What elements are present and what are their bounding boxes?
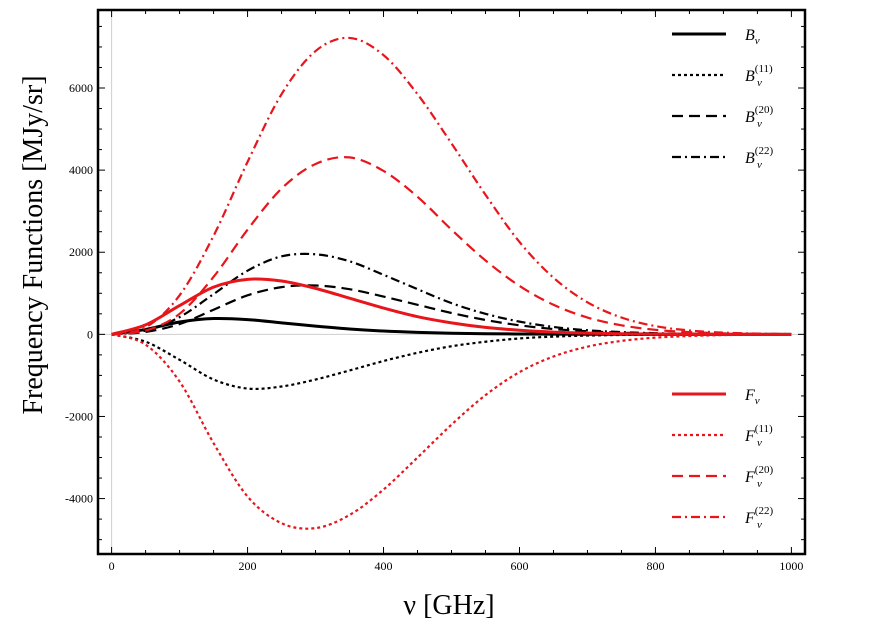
y-tick-label: 4000	[69, 163, 93, 177]
x-tick-label: 0	[109, 559, 115, 573]
series-line-f	[111, 277, 792, 336]
legend-label-b20: B(20) ν	[745, 104, 773, 130]
y-tick-label: -4000	[65, 492, 93, 506]
series-line-f20	[111, 156, 792, 336]
legend-b-group: Bν B(11) ν B(20) ν B(22) ν	[672, 27, 773, 171]
legend-label-f20: F(20) ν	[744, 464, 773, 490]
series-line-b20	[111, 284, 792, 336]
legend-f-group: Fν F(11) ν F(20) ν F(22) ν	[672, 387, 773, 531]
legend-label-f: Fν	[744, 387, 760, 407]
series-line-b22	[111, 252, 792, 336]
x-tick-label: 800	[646, 559, 664, 573]
x-tick-label: 400	[375, 559, 393, 573]
legend-label-f22: F(22) ν	[744, 505, 773, 531]
y-tick-label: 2000	[69, 245, 93, 259]
legend-label-b22: B(22) ν	[745, 145, 773, 171]
series-line-b11	[111, 333, 792, 391]
series-line-f11	[111, 333, 792, 530]
x-tick-label: 200	[239, 559, 257, 573]
legend-label-b: Bν	[745, 27, 760, 47]
x-axis-title: ν [GHz]	[403, 590, 494, 621]
y-axis-title: Frequency Functions [MJy/sr]	[18, 75, 49, 414]
legend-label-b11: B(11) ν	[745, 63, 773, 89]
y-tick-label: 6000	[69, 81, 93, 95]
series-layer	[111, 36, 792, 530]
zero-lines	[98, 10, 805, 554]
y-tick-label: -2000	[65, 409, 93, 423]
axis-ticks: 0 200 400 600 800 1000 -4000 -2000 0 2000 4000 6000	[65, 10, 805, 573]
y-tick-label: 0	[87, 327, 93, 341]
series-line-f22	[111, 36, 792, 336]
legend-label-f11: F(11) ν	[744, 423, 773, 449]
plot-frame	[96, 8, 807, 556]
x-tick-label: 600	[510, 559, 528, 573]
x-tick-label: 1000	[779, 559, 803, 573]
